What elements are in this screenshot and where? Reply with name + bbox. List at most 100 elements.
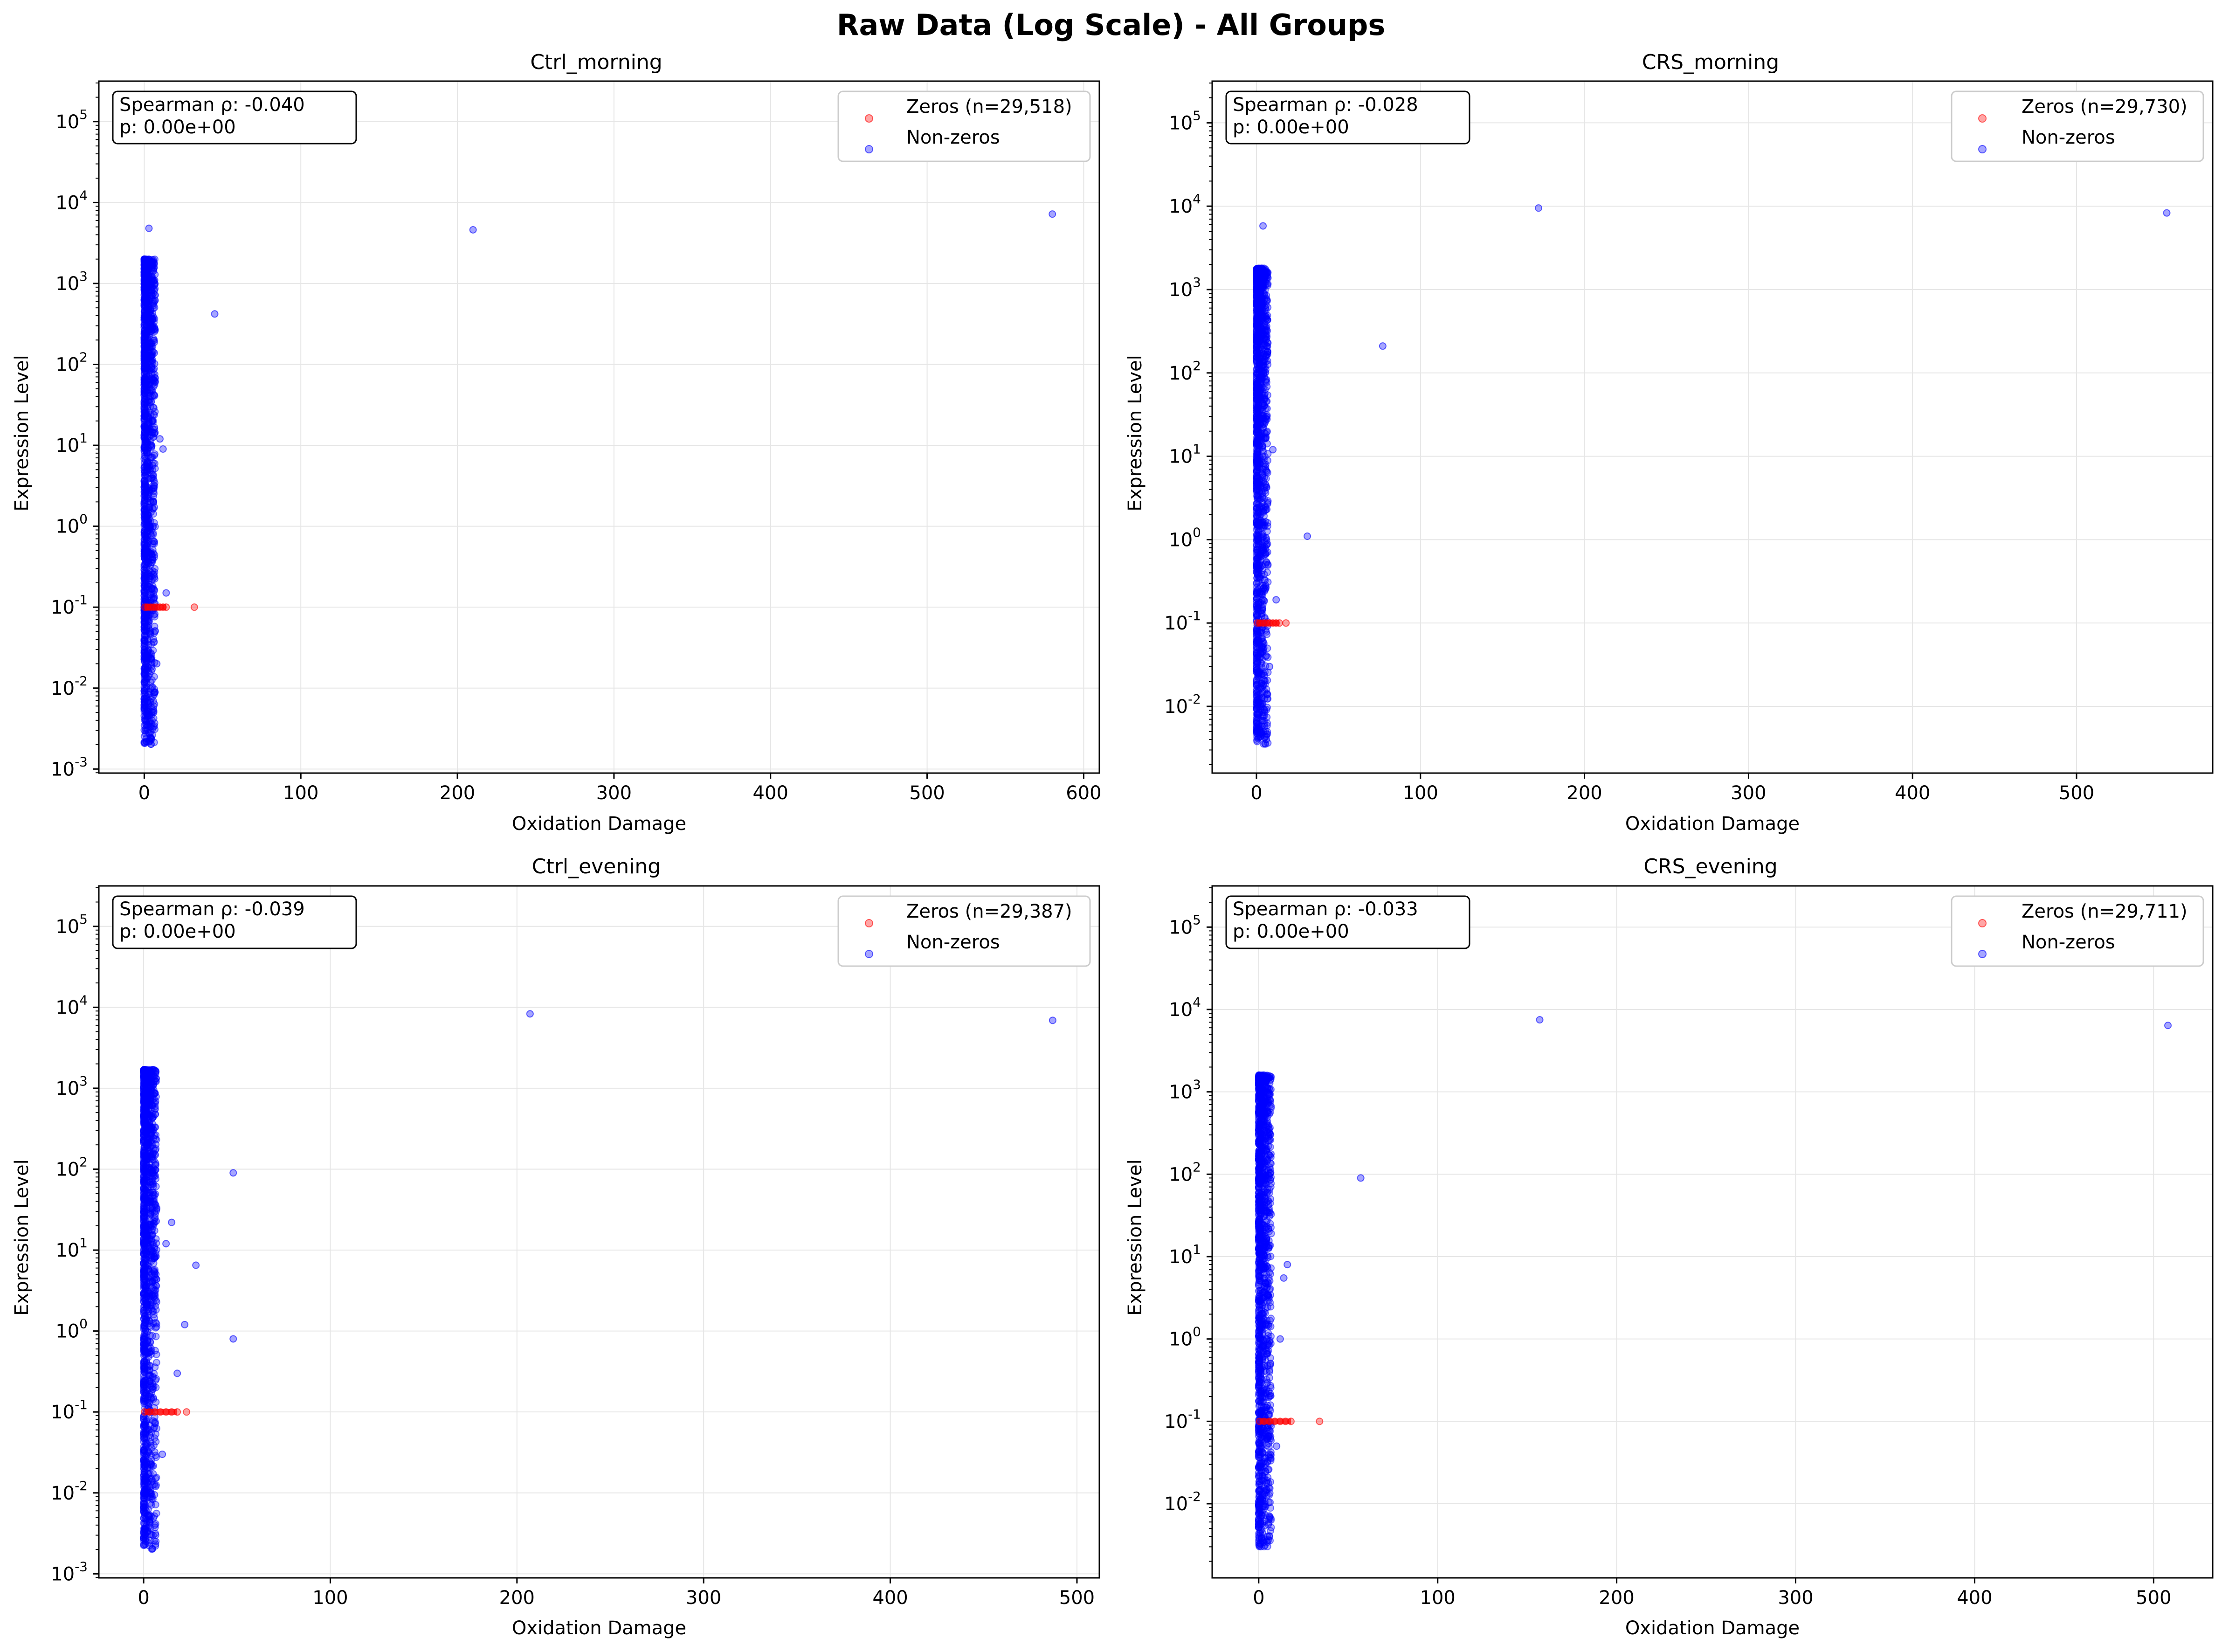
nonzero-band-point <box>1264 695 1272 703</box>
nonzero-band-point <box>1260 307 1268 315</box>
nonzero-band-point <box>152 1359 160 1367</box>
nonzero-band-point <box>1252 488 1260 496</box>
stats-line-2: p: 0.00e+00 <box>1233 117 1349 138</box>
nonzero-band-point <box>1263 704 1271 712</box>
nonzero-band-point <box>1256 327 1264 335</box>
zero-point <box>190 603 198 611</box>
y-tick-label: 101 <box>1169 442 1201 468</box>
nonzero-band-point <box>140 286 148 294</box>
x-tick-label: 100 <box>312 1587 348 1609</box>
x-tick-label: 0 <box>1250 782 1262 804</box>
nonzero-band-point <box>142 361 150 369</box>
series-zeros <box>1253 619 1290 627</box>
nonzero-band-point <box>140 1222 148 1230</box>
nonzero-point <box>153 660 161 668</box>
nonzero-band-point <box>140 698 148 706</box>
y-tick-label: 102 <box>1169 358 1201 384</box>
nonzero-band-point <box>140 1358 148 1366</box>
nonzero-band-point <box>140 1503 148 1511</box>
y-tick-label: 102 <box>55 1154 88 1180</box>
nonzero-band-point <box>140 1186 148 1194</box>
nonzero-band-point <box>148 585 156 593</box>
nonzero-band-point <box>151 392 159 400</box>
nonzero-band-point <box>1257 375 1265 383</box>
nonzero-band-point <box>1253 457 1261 465</box>
zero-point <box>183 1408 191 1416</box>
nonzero-band-point <box>148 418 156 426</box>
nonzero-band-point <box>141 1395 149 1403</box>
nonzero-band-point <box>140 505 148 513</box>
nonzero-band-point <box>145 380 152 388</box>
nonzero-band-point <box>1262 269 1270 276</box>
y-tick-label: 10-1 <box>51 592 88 618</box>
nonzero-band-point <box>141 1456 149 1464</box>
nonzero-band-point <box>151 1434 159 1442</box>
nonzero-band-point <box>143 1158 151 1166</box>
nonzero-band-point <box>145 352 153 359</box>
legend-marker-zeros <box>865 919 873 927</box>
nonzero-band-point <box>140 1136 148 1144</box>
nonzero-band-point <box>152 1542 159 1550</box>
nonzero-band-point <box>150 1190 158 1198</box>
nonzero-band-point <box>152 1159 159 1167</box>
y-tick-label: 100 <box>1169 525 1201 551</box>
y-axis-label: Expression Level <box>11 1159 33 1315</box>
nonzero-band-point <box>146 1129 154 1137</box>
nonzero-band-point <box>141 1469 149 1477</box>
nonzero-point <box>526 1010 534 1018</box>
nonzero-band-point <box>141 623 149 631</box>
nonzero-band-point <box>1255 494 1263 502</box>
nonzero-band-point <box>1256 420 1263 428</box>
nonzero-band-point <box>1253 265 1261 273</box>
nonzero-point <box>1049 1016 1056 1024</box>
nonzero-band-point <box>1253 285 1261 293</box>
nonzero-band-point <box>1253 603 1261 611</box>
nonzero-band-point <box>140 1127 148 1135</box>
x-tick-label: 400 <box>753 782 788 804</box>
nonzero-band-point <box>1263 677 1271 684</box>
y-tick-label: 100 <box>55 511 88 538</box>
nonzero-band-point <box>1253 717 1261 725</box>
panel-crs-evening: CRS_evening 0 100 200 300 400 50010-210-11001… <box>1125 855 2214 1639</box>
y-tick-label: 103 <box>55 269 88 295</box>
x-tick-label: 200 <box>1566 782 1602 804</box>
nonzero-band-point <box>145 1308 152 1316</box>
x-tick-label: 300 <box>1731 782 1766 804</box>
x-tick-label: 300 <box>596 782 632 804</box>
legend-marker-nonzeros <box>865 950 873 958</box>
x-tick-label: 500 <box>2059 782 2094 804</box>
x-tick-label: 600 <box>1066 782 1101 804</box>
nonzero-point <box>211 310 219 318</box>
y-tick-label: 10-1 <box>1164 608 1201 634</box>
nonzero-band-point <box>1253 610 1261 618</box>
nonzero-band-point <box>147 654 155 662</box>
legend-label-nonzeros: Non-zeros <box>906 932 1000 953</box>
nonzero-band-point <box>150 629 158 637</box>
nonzero-band-point <box>1253 276 1261 283</box>
nonzero-band-point <box>141 1380 149 1388</box>
nonzero-band-point <box>140 485 148 493</box>
nonzero-band-point <box>1264 456 1272 464</box>
panel-title: Ctrl_morning <box>530 50 662 74</box>
nonzero-band-point <box>1256 706 1264 714</box>
nonzero-band-point <box>148 1270 156 1278</box>
nonzero-band-point <box>1264 653 1272 661</box>
x-axis-label: Oxidation Damage <box>512 813 686 835</box>
nonzero-band-point <box>1254 578 1262 586</box>
nonzero-band-point <box>142 546 150 553</box>
y-tick-label: 10-1 <box>51 1397 88 1423</box>
nonzero-band-point <box>1253 479 1261 487</box>
nonzero-band-point <box>1256 551 1263 559</box>
y-tick-label: 105 <box>55 107 88 133</box>
nonzero-band-point <box>141 536 149 544</box>
nonzero-band-point <box>142 553 150 561</box>
nonzero-band-point <box>1256 690 1264 698</box>
nonzero-band-point <box>148 1079 156 1087</box>
x-axis-label: Oxidation Damage <box>512 1617 686 1639</box>
nonzero-band-point <box>151 1289 159 1297</box>
nonzero-point <box>181 1320 189 1328</box>
y-tick-label: 10-2 <box>1164 691 1201 718</box>
nonzero-band-point <box>142 1486 150 1493</box>
nonzero-band <box>1255 1071 1275 1551</box>
nonzero-band-point <box>1253 568 1261 576</box>
